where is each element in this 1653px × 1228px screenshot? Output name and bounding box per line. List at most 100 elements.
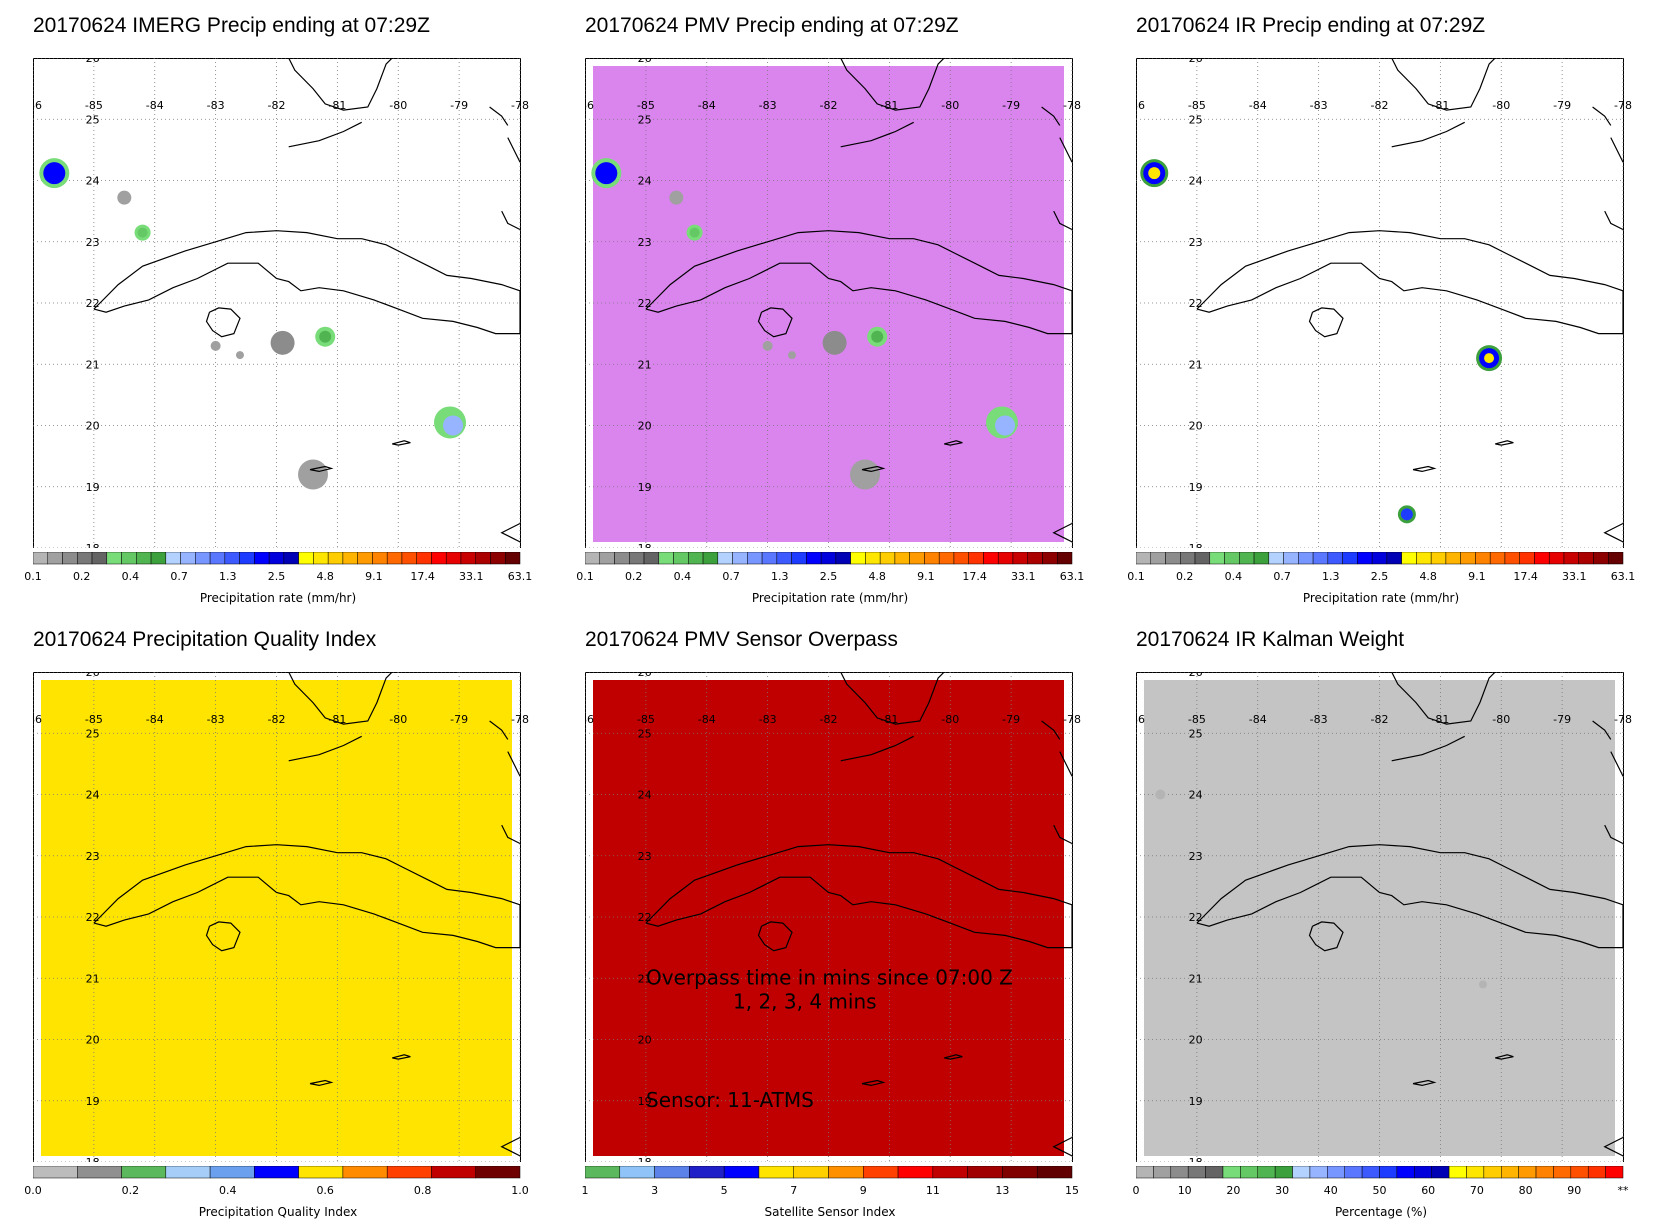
lat-label: 26	[86, 672, 100, 679]
colorbar-swatch	[643, 552, 660, 565]
colorbar-swatch	[865, 552, 881, 565]
lon-label: -81	[1431, 99, 1449, 112]
coastline	[205, 921, 241, 952]
colorbar-swatch	[1386, 552, 1402, 565]
lat-label: 19	[1189, 1095, 1203, 1108]
coastline	[1052, 522, 1073, 543]
lat-label: 21	[638, 358, 652, 371]
sensor-text: Sensor: 11-ATMS	[646, 1088, 814, 1112]
colorbar-swatch	[372, 552, 388, 565]
colorbar-tick: 0.0	[24, 1184, 42, 1197]
panel-title: 20170624 Precipitation Quality Index	[33, 628, 377, 651]
colorbar-swatch	[879, 552, 896, 565]
colorbar-tick: 0.1	[1127, 570, 1145, 583]
colorbar-swatch	[1371, 552, 1388, 565]
precip-area	[822, 330, 847, 355]
colorbar-swatch	[1165, 552, 1181, 565]
lat-label: 24	[638, 175, 652, 188]
colorbar-tick: 1.3	[1322, 570, 1340, 583]
precip-area	[850, 459, 881, 490]
colorbar-swatch	[585, 1166, 621, 1179]
coastline	[1391, 735, 1465, 762]
colorbar-swatch	[758, 1166, 794, 1179]
lon-label: -78	[1063, 99, 1081, 112]
colorbar-swatch	[723, 1166, 760, 1179]
lat-label: 19	[86, 1095, 100, 1108]
lon-label: -79	[450, 713, 468, 726]
colorbar-swatch	[1535, 1166, 1554, 1179]
colorbar-tick: 0.8	[413, 1184, 432, 1197]
colorbar-label: Precipitation rate (mm/hr)	[751, 591, 909, 605]
colorbar-swatch	[342, 1166, 388, 1179]
colorbar-swatch	[924, 552, 940, 565]
coastline	[93, 844, 521, 949]
coastline	[1308, 921, 1344, 952]
coastline	[861, 1079, 886, 1087]
colorbar-tick: 10	[1177, 1184, 1192, 1197]
coastline	[288, 121, 362, 148]
coastline	[1052, 1136, 1073, 1157]
lon-label: -83	[207, 99, 225, 112]
coastline	[840, 58, 945, 111]
colorbar-swatch	[1344, 1166, 1363, 1179]
lat-label: 21	[86, 972, 100, 985]
lat-label: 21	[1189, 358, 1203, 371]
colorbar-swatch	[967, 1166, 1003, 1179]
colorbar-swatch	[1605, 1166, 1624, 1179]
colorbar-swatch	[239, 552, 255, 565]
coastline	[1495, 1054, 1514, 1060]
colorbar-tick: 9.1	[1468, 570, 1486, 583]
colorbar-swatch	[806, 552, 822, 565]
colorbar-swatch	[1327, 552, 1343, 565]
coastline	[1059, 137, 1073, 163]
lon-label: -86	[33, 99, 42, 112]
coastline	[1592, 106, 1612, 126]
colorbar-tick: **	[1617, 1184, 1629, 1197]
colorbar-swatch	[1283, 552, 1299, 565]
lon-label: -83	[1310, 713, 1328, 726]
lat-label: 20	[638, 420, 652, 433]
colorbar-tick: 63.1	[1610, 570, 1636, 583]
lon-label: -85	[1188, 713, 1206, 726]
lat-label: 25	[86, 113, 100, 126]
lat-label: 26	[1189, 58, 1203, 65]
colorbar-swatch	[401, 552, 417, 565]
lon-label: -78	[511, 99, 529, 112]
colorbar-tick: 1.3	[219, 570, 237, 583]
lat-label: 23	[1189, 850, 1203, 863]
lon-label: -79	[1002, 99, 1020, 112]
colorbar-swatches	[33, 1166, 521, 1179]
lon-label: -79	[1553, 713, 1571, 726]
coastline	[1391, 672, 1496, 725]
colorbar-swatch	[33, 1166, 78, 1179]
colorbar-tick: 0.4	[219, 1184, 237, 1197]
colorbar-swatch	[717, 552, 733, 565]
lat-label: 22	[638, 911, 652, 924]
coastline	[1308, 307, 1344, 338]
precip-area	[1148, 167, 1161, 180]
colorbar-swatch	[1414, 1166, 1432, 1179]
colorbar-tick: 33.1	[1562, 570, 1587, 583]
map-plot: -86 -85 -84 -83 -82 -81 -80 -79 -78 26 25 24 23 22 21 2…	[33, 672, 529, 1162]
lon-label: -83	[759, 99, 777, 112]
colorbar-swatch	[1416, 552, 1432, 565]
colorbar-swatch	[619, 1166, 655, 1179]
coastline	[489, 720, 509, 740]
lon-label: -81	[880, 99, 898, 112]
lat-label: 23	[638, 850, 652, 863]
colorbar-tick: 33.1	[1011, 570, 1036, 583]
precip-area	[995, 415, 1016, 436]
colorbar-swatch	[820, 552, 837, 565]
colorbar-tick: 2.5	[819, 570, 838, 583]
lon-label: -82	[820, 713, 838, 726]
colorbar-swatch	[585, 552, 601, 565]
coastline	[840, 672, 945, 725]
map-plot: -86 -85 -84 -83 -82 -81 -80 -79 -78 26 25 24 23 22 21 2…	[1136, 672, 1632, 1162]
colorbar-swatch	[688, 552, 704, 565]
colorbar-swatch	[909, 552, 925, 565]
colorbar-swatch	[1136, 1166, 1154, 1179]
lon-label: -84	[698, 99, 716, 112]
coastline	[944, 1054, 963, 1060]
lat-label: 26	[1189, 672, 1203, 679]
colorbar-swatch	[209, 552, 226, 565]
